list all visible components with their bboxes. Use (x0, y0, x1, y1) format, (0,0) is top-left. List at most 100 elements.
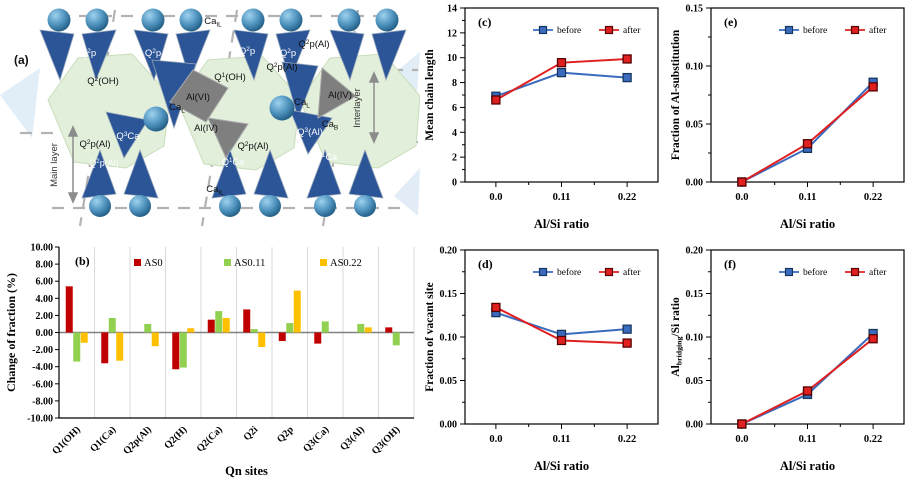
bar-AS0.22-Q2i (258, 332, 266, 348)
y-tick-label: 0.15 (686, 289, 704, 300)
marker-after-0.22 (868, 82, 878, 92)
diagram-label: Q2p(Al) (237, 141, 268, 152)
tick-labels: 0.00 0.05 0.10 0.15 0.20 0.0 0.11 0.22 (686, 246, 883, 446)
y-axis-title: Mean chain length (424, 49, 436, 141)
x-axis-title: Al/Si ratio (780, 217, 835, 231)
diagram-label: CaL (294, 97, 310, 109)
x-category-label: Q3(Al) (338, 424, 367, 453)
diagram-label: Interlayer (352, 88, 363, 128)
marker-after-0.11 (556, 58, 567, 68)
aluminum-polyhedra (169, 67, 357, 160)
diagram-label: Q3(Al) (297, 127, 323, 138)
marker-after-0.0 (491, 95, 501, 105)
diagram-label: Q1Ca (222, 157, 244, 167)
y-tick-label: -8.00 (32, 396, 53, 407)
bar-AS0.11-Q2p(Al) (144, 323, 152, 333)
diagram-label: Q2p(Al) (79, 139, 110, 150)
x-category-label: Q3(OH) (370, 424, 403, 457)
legend-label: after (623, 25, 641, 36)
diagram-label: Q2p (280, 48, 296, 59)
ticks (55, 246, 59, 419)
legend: after before (779, 25, 887, 36)
legend-label: before (557, 25, 581, 36)
line-chart-panel-c: 0 2 4 6 8 10 12 14 0.0 0.11 0.22 Al/Si ratio Mean ch… (421, 0, 667, 234)
marker-before-0.22 (622, 72, 632, 83)
x-tick-label: 0.0 (489, 192, 502, 203)
diagram-label: Al(IV) (328, 90, 352, 101)
bar-AS0-Q3(Ca) (314, 332, 322, 344)
diagram-label: Q1(OH) (214, 72, 246, 83)
diagram-label: Q2p (239, 46, 255, 57)
mid-tetrahedra (105, 59, 333, 159)
y-tick-label: 2.00 (36, 311, 54, 322)
marker-after-0.22 (622, 338, 632, 348)
bar-AS0-Q1(Ca) (101, 332, 109, 364)
bar-AS0-Q2p (278, 332, 286, 342)
y-tick-label: 0.15 (686, 4, 704, 15)
y-tick-label: 4 (452, 128, 457, 139)
marker-before-0.11 (556, 67, 567, 78)
legend-label: before (557, 267, 581, 278)
bar-AS0.11-Q2(Ca) (215, 311, 223, 333)
tick-labels: 0.00 0.05 0.10 0.15 0.0 0.11 0.22 (686, 4, 883, 204)
legend: AS0 AS0.11 AS0.22 (134, 258, 362, 269)
series-after (491, 54, 632, 105)
x-axis-title: Qn sites (225, 464, 268, 478)
bar-AS0.11-Q3(OH) (392, 332, 400, 346)
legend-label: AS0 (144, 258, 163, 269)
interlayer-ca-spheres (143, 95, 295, 132)
y-tick-label: -10.00 (27, 414, 53, 425)
panel-label: (b) (75, 254, 90, 268)
y-axis-title: Change of fraction (%) (4, 273, 18, 392)
chart-c-svg: 0 2 4 6 8 10 12 14 0.0 0.11 0.22 Al/Si ratio Mean ch… (424, 4, 659, 231)
x-tick-label: 0.0 (735, 434, 748, 445)
y-tick-label: 6.00 (36, 277, 54, 288)
bar-series-AS0.11 (73, 311, 400, 368)
ticks (706, 7, 874, 187)
marker-after-0.22 (868, 334, 878, 344)
bar-AS0.11-Q3(Al) (357, 323, 365, 333)
diagram-label: Main layer (49, 143, 60, 187)
x-category-label: Q2p(Al) (121, 424, 154, 457)
diagram-label: CaIL (204, 16, 222, 28)
diagram-label: Al(IV) (194, 123, 218, 134)
y-tick-label: 0.10 (686, 333, 704, 344)
legend-label: after (869, 267, 887, 278)
x-category-label: Q1(OH) (50, 424, 83, 457)
series-before (491, 307, 632, 340)
x-category-label: Q2p (275, 424, 296, 445)
y-tick-label: 0.05 (686, 376, 704, 387)
x-tick-label: 0.22 (864, 434, 882, 445)
line-chart-panel-f: 0.00 0.05 0.10 0.15 0.20 0.0 0.11 0.22 Al/Si rat… (667, 238, 913, 480)
series-after (737, 334, 878, 429)
diagram-label: CaL (169, 102, 185, 114)
legend-label: after (869, 25, 887, 36)
chart-b-svg: -10.00 -8.00 -6.00 -4.00 -2.00 0.00 2.00 4.00 6.… (4, 243, 415, 478)
marker-after-0.0 (737, 419, 747, 429)
diagram-label: CaIL (206, 184, 224, 196)
marker-after-0.11 (802, 139, 813, 149)
legend: after before (779, 267, 887, 278)
marker-after-0.22 (622, 54, 632, 64)
legend-label: after (623, 267, 641, 278)
tick-labels: -10.00 -8.00 -6.00 -4.00 -2.00 0.00 2.00 4.00 6.… (27, 243, 53, 425)
marker-after-0.11 (802, 386, 813, 396)
panel-label: (f) (724, 257, 736, 271)
x-tick-label: 0.11 (553, 192, 571, 203)
y-tick-label: 0.10 (686, 62, 704, 73)
bar-AS0.22-Q2p(Al) (151, 332, 159, 347)
x-tick-label: 0.22 (618, 192, 636, 203)
x-tick-label: 0.22 (618, 434, 636, 445)
panel-label: (d) (478, 257, 493, 271)
x-axis-title: Al/Si ratio (534, 459, 589, 473)
y-tick-label: 8.00 (36, 260, 54, 271)
y-tick-label: 2 (452, 153, 457, 164)
y-axis-title: Fraction of Al-substitution (670, 29, 682, 160)
diagram-label: CaB (322, 119, 338, 131)
diagram-label: Q2p(Al) (89, 158, 118, 168)
bar-AS0.11-Q2i (250, 329, 258, 333)
legend-label: AS0.22 (330, 258, 362, 269)
x-tick-label: 0.11 (799, 434, 817, 445)
bar-AS0.22-Q2p (293, 290, 301, 333)
